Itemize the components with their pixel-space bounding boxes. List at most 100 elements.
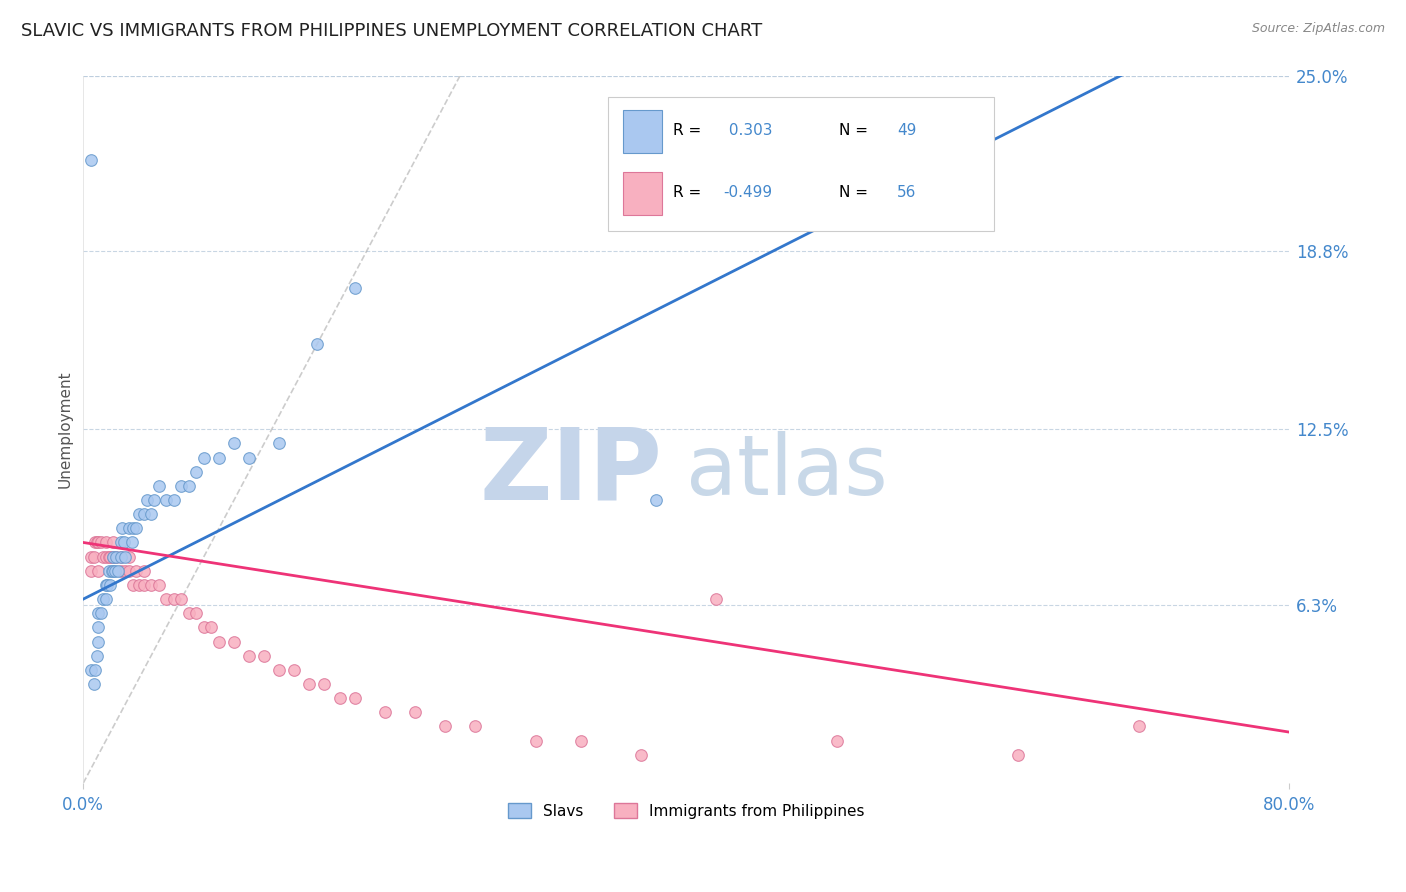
Point bbox=[107, 564, 129, 578]
Point bbox=[103, 535, 125, 549]
Point bbox=[524, 733, 547, 747]
Point bbox=[148, 479, 170, 493]
Point bbox=[186, 465, 208, 479]
Point bbox=[80, 153, 103, 168]
Point bbox=[139, 507, 162, 521]
Point bbox=[155, 493, 177, 508]
Point bbox=[110, 549, 132, 564]
Point bbox=[90, 535, 112, 549]
Point bbox=[87, 564, 110, 578]
Point bbox=[100, 578, 122, 592]
Text: Source: ZipAtlas.com: Source: ZipAtlas.com bbox=[1251, 22, 1385, 36]
Point bbox=[80, 564, 103, 578]
Point bbox=[464, 719, 486, 733]
Point bbox=[238, 648, 260, 663]
Point bbox=[222, 436, 245, 450]
Point bbox=[135, 493, 157, 508]
Point bbox=[83, 677, 105, 691]
Point bbox=[132, 507, 155, 521]
Point bbox=[314, 677, 336, 691]
Point bbox=[94, 592, 117, 607]
Point bbox=[343, 691, 366, 706]
Point bbox=[434, 719, 457, 733]
Point bbox=[122, 521, 145, 535]
Point bbox=[101, 564, 124, 578]
Point bbox=[329, 691, 352, 706]
Text: ZIP: ZIP bbox=[479, 423, 662, 520]
Point bbox=[90, 606, 112, 620]
Point bbox=[84, 663, 107, 677]
Point bbox=[110, 535, 132, 549]
Point bbox=[170, 592, 193, 607]
Point bbox=[170, 479, 193, 493]
Point bbox=[122, 578, 145, 592]
Point bbox=[128, 507, 150, 521]
Point bbox=[569, 733, 592, 747]
Point bbox=[125, 521, 148, 535]
Point bbox=[103, 549, 125, 564]
Point bbox=[86, 648, 108, 663]
Point bbox=[269, 436, 291, 450]
Point bbox=[84, 535, 107, 549]
Point bbox=[1007, 747, 1029, 762]
Point bbox=[91, 592, 114, 607]
Point bbox=[177, 606, 200, 620]
Legend: Slavs, Immigrants from Philippines: Slavs, Immigrants from Philippines bbox=[502, 797, 870, 825]
Point bbox=[104, 564, 127, 578]
Point bbox=[706, 592, 728, 607]
Point bbox=[200, 620, 222, 634]
Point bbox=[269, 663, 291, 677]
Point bbox=[87, 634, 110, 648]
Point bbox=[111, 521, 134, 535]
Point bbox=[630, 747, 652, 762]
Point bbox=[143, 493, 166, 508]
Point bbox=[100, 549, 122, 564]
Point bbox=[645, 493, 668, 508]
Point bbox=[103, 564, 125, 578]
Point bbox=[186, 606, 208, 620]
Y-axis label: Unemployment: Unemployment bbox=[58, 370, 72, 488]
Point bbox=[86, 535, 108, 549]
Point bbox=[87, 535, 110, 549]
Point bbox=[97, 564, 120, 578]
Point bbox=[94, 535, 117, 549]
Point bbox=[155, 592, 177, 607]
Point bbox=[132, 578, 155, 592]
Point bbox=[404, 706, 426, 720]
Point bbox=[97, 549, 120, 564]
Point bbox=[105, 549, 128, 564]
Point bbox=[105, 549, 128, 564]
Point bbox=[110, 549, 132, 564]
Point bbox=[103, 549, 125, 564]
Point bbox=[177, 479, 200, 493]
Point bbox=[163, 493, 186, 508]
Point bbox=[87, 606, 110, 620]
Point bbox=[163, 592, 186, 607]
Point bbox=[253, 648, 276, 663]
Point bbox=[94, 578, 117, 592]
Point bbox=[238, 450, 260, 465]
Point bbox=[208, 450, 231, 465]
Point bbox=[94, 549, 117, 564]
Point bbox=[374, 706, 396, 720]
Text: SLAVIC VS IMMIGRANTS FROM PHILIPPINES UNEMPLOYMENT CORRELATION CHART: SLAVIC VS IMMIGRANTS FROM PHILIPPINES UN… bbox=[21, 22, 762, 40]
Point bbox=[298, 677, 321, 691]
Point bbox=[825, 733, 848, 747]
Point bbox=[83, 549, 105, 564]
Point bbox=[80, 549, 103, 564]
Point bbox=[343, 281, 366, 295]
Point bbox=[148, 578, 170, 592]
Point bbox=[114, 564, 136, 578]
Point bbox=[208, 634, 231, 648]
Point bbox=[121, 535, 143, 549]
Point bbox=[96, 578, 118, 592]
Point bbox=[125, 564, 148, 578]
Point bbox=[128, 578, 150, 592]
Text: atlas: atlas bbox=[686, 431, 889, 512]
Point bbox=[87, 620, 110, 634]
Point bbox=[110, 564, 132, 578]
Point bbox=[114, 549, 136, 564]
Point bbox=[132, 564, 155, 578]
Point bbox=[283, 663, 305, 677]
Point bbox=[80, 663, 103, 677]
